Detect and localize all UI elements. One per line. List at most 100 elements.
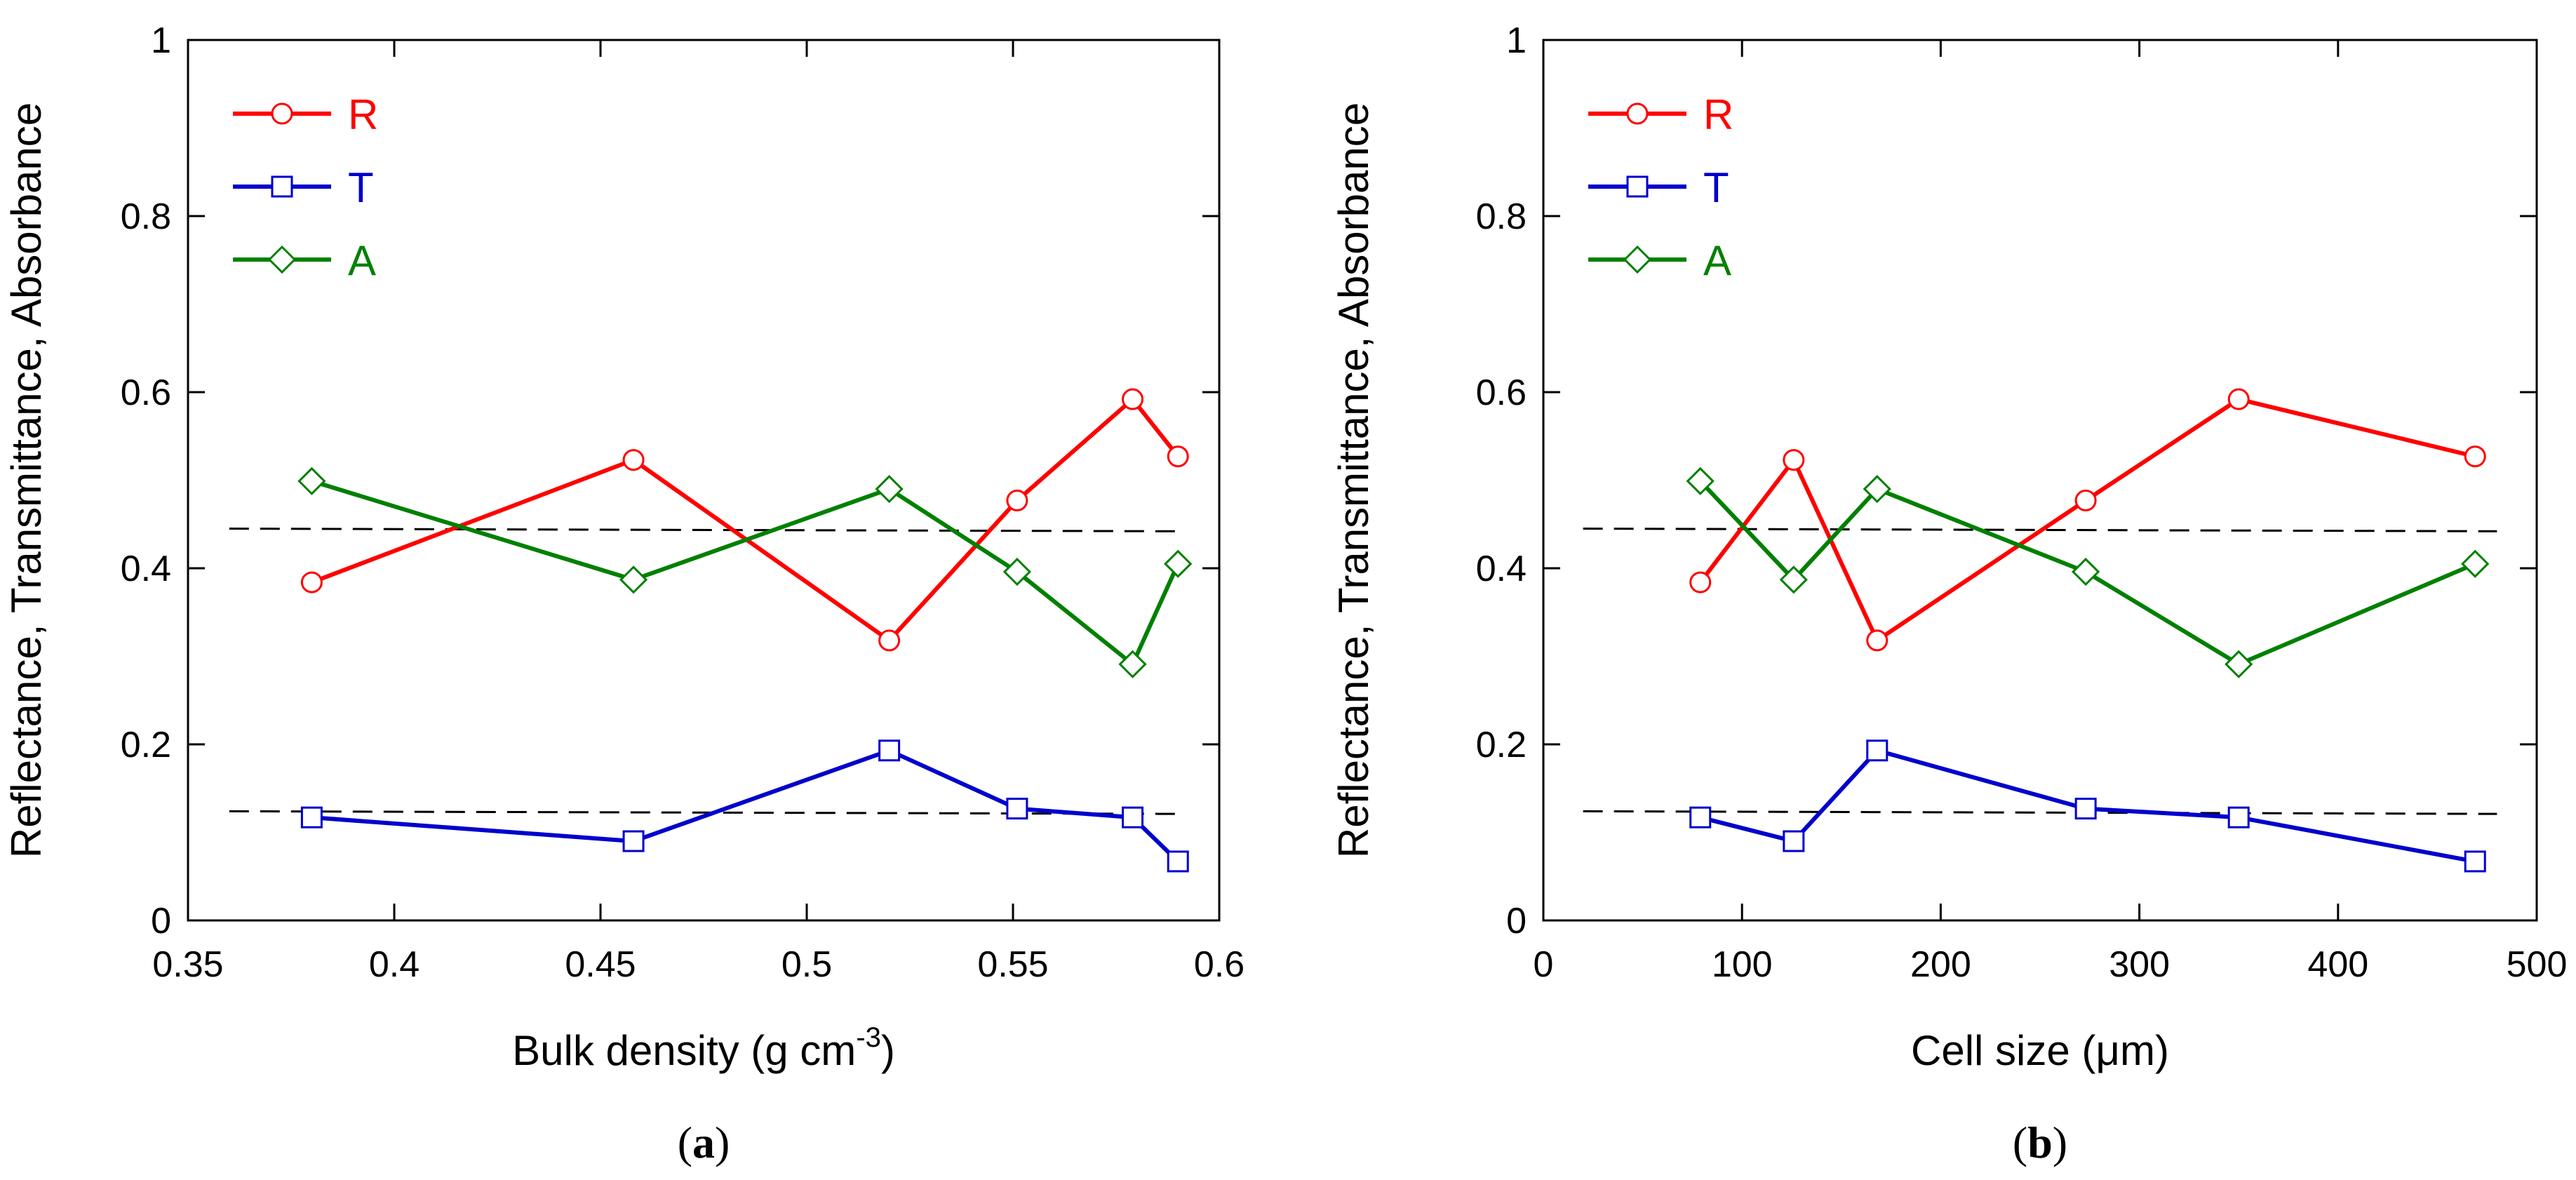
data-point-R [2227,388,2250,410]
legend-label: R [348,91,378,138]
data-point-A [1002,557,1032,586]
panel-label-open: ( [678,1118,692,1167]
y-tick-label: 0.2 [1476,725,1527,765]
x-tick-label: 0.4 [369,944,420,985]
y-tick-label: 0.4 [1476,549,1527,589]
x-tick-label: 0.55 [977,944,1048,985]
data-point-T [878,739,901,762]
x-tick-label: 300 [2109,944,2170,985]
series-line-T [1699,748,2476,864]
y-tick-label: 1 [1506,20,1527,61]
legend-entry-R: R [1588,91,1733,138]
legend-entry-A: A [233,237,376,284]
series-A [1686,467,2490,678]
reference-dashed-line [229,528,1179,532]
x-axis-label: Cell size (μm) [1911,1027,2169,1074]
legend-marker [271,175,293,198]
series-line-T [311,748,1180,864]
reference-dashed-line [1583,810,2497,815]
data-point-A [1779,565,1808,594]
chart-panel-a: 0.35 0.4 0.45 0.5 0.55 0.6 0 0.2 0.4 0.6 0.8 1 Refle… [3,20,1245,1167]
data-point-A [297,467,326,495]
x-axis-label: Bulk density (g cm-3) [512,1022,895,1074]
series-line-R [1698,397,2476,643]
data-point-A [2461,549,2490,578]
data-point-T [300,806,323,829]
data-point-R [300,571,323,594]
data-point-T [622,830,645,852]
legend-label: T [1703,164,1729,211]
data-point-T [2074,798,2097,820]
y-tick-label: 0.6 [1476,373,1527,413]
panel-label-letter: a [692,1118,715,1167]
panel-label: (b) [2013,1118,2067,1167]
x-tick-label: 500 [2507,944,2568,985]
series-T [1689,739,2486,873]
legend-entry-T: T [1588,164,1729,211]
legend-entry-R: R [233,91,378,138]
x-tick-label: 0.5 [781,944,832,985]
data-point-R [622,449,645,471]
y-tick-label: 0.6 [121,373,171,413]
panel-label: (a) [678,1118,730,1167]
data-point-R [878,629,901,652]
data-point-R [2074,489,2097,511]
data-point-T [1866,739,1889,762]
data-point-A [1164,549,1193,578]
data-point-R [1783,449,1805,471]
legend-entry-T: T [233,164,374,211]
series-T [300,739,1189,873]
x-tick-label: 100 [1712,944,1773,985]
data-point-T [1689,806,1712,829]
data-point-A [2225,650,2253,678]
x-tick-label: 0 [1534,944,1554,985]
y-tick-label: 0.8 [1476,196,1527,237]
legend-label: R [1703,91,1733,138]
legend-marker [1626,175,1649,198]
y-axis-label: Reflectance, Transmittance, Absorbance [1330,102,1377,858]
x-tick-label: 0.35 [152,944,223,985]
data-point-T [1167,850,1189,873]
y-axis-label: Reflectance, Transmittance, Absorbance [3,102,50,858]
data-point-T [1006,798,1028,820]
legend-entry-A: A [1588,237,1731,284]
data-point-R [2464,445,2486,468]
data-point-T [2464,850,2486,873]
panel-label-close: ) [715,1118,730,1167]
data-point-R [1006,489,1028,511]
data-point-R [1866,629,1889,652]
x-tick-label: 0.45 [565,944,636,985]
legend-label: A [348,237,376,284]
series-line-A [311,478,1180,666]
data-point-T [2227,806,2250,829]
x-axis-label-end: ) [881,1027,895,1074]
y-tick-label: 0 [1506,901,1527,941]
y-tick-label: 1 [151,20,171,61]
y-tick-label: 0.2 [121,725,171,765]
series-R [1689,388,2486,652]
series-A [297,467,1193,678]
plot-frame [187,39,1221,922]
data-point-T [1122,806,1144,829]
legend-marker [1626,102,1649,125]
data-point-R [1122,388,1144,410]
x-axis-label-text: Bulk density (g cm [512,1027,856,1074]
y-tick-label: 0.4 [121,549,171,589]
data-point-A [2072,557,2100,586]
panel-label-close: ) [2053,1118,2067,1167]
data-point-A [1686,467,1715,495]
legend-marker [267,245,297,274]
x-axis-label-superscript: -3 [856,1022,881,1053]
data-point-T [1783,830,1805,852]
data-point-A [875,474,904,504]
y-tick-label: 0.8 [121,196,171,237]
legend-marker [1623,245,1652,274]
data-point-A [1863,474,1891,504]
panel-label-letter: b [2027,1118,2053,1167]
x-axis-label-text: Cell size (μm) [1911,1027,2169,1074]
series-line-A [1698,479,2476,666]
legend-marker [271,102,293,125]
legend-label: T [348,164,374,211]
data-point-A [1118,650,1147,678]
series-R [300,388,1189,652]
